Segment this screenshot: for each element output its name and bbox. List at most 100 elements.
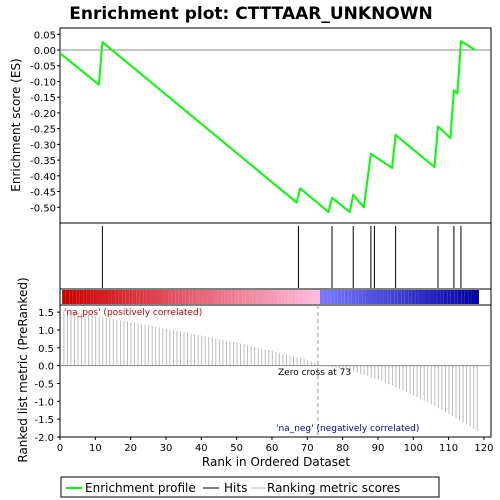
- rank-gradient-bar: [59, 288, 492, 306]
- es-y-tick-label: 0.00: [34, 46, 56, 57]
- gradient-cell: [330, 290, 335, 304]
- gradient-cells: [62, 290, 479, 304]
- x-tick-label: 110: [439, 443, 458, 454]
- legend-label-hits: Hits: [224, 481, 247, 495]
- es-y-tick-label: -0.45: [30, 188, 56, 199]
- gradient-cell: [196, 290, 200, 304]
- gradient-cell: [249, 290, 253, 304]
- gradient-cell: [242, 290, 246, 304]
- gradient-cell: [104, 290, 109, 304]
- x-tick-label: 40: [195, 443, 208, 454]
- gradient-cell: [62, 290, 66, 304]
- gradient-cell: [394, 290, 398, 304]
- gradient-cell: [228, 290, 232, 304]
- gradient-cell: [132, 290, 137, 304]
- ranked-y-tick-label: -0.5: [34, 379, 54, 390]
- gradient-cell: [153, 290, 158, 304]
- gradient-cell: [447, 290, 451, 304]
- gradient-cell: [192, 290, 197, 304]
- ranked-list-panel: Zero cross at 73 'na_pos' (positively co…: [16, 277, 493, 469]
- gradient-cell: [281, 290, 285, 304]
- gradient-cell: [115, 290, 119, 304]
- gradient-cell: [295, 290, 299, 304]
- gradient-cell: [245, 290, 250, 304]
- gradient-cell: [365, 290, 370, 304]
- gradient-cell: [143, 290, 147, 304]
- x-axis-ticks: 0 10 20 30 40 50 60 70 80 90 100 110 120: [57, 437, 493, 454]
- gradient-cell: [146, 290, 151, 304]
- gradient-cell: [450, 290, 455, 304]
- gradient-cell: [422, 290, 426, 304]
- gradient-cell: [390, 290, 395, 304]
- gradient-cell: [408, 290, 412, 304]
- gradient-cell: [210, 290, 215, 304]
- hit-lines: [101, 226, 462, 288]
- ranking-metric-bars: [63, 310, 478, 432]
- x-tick-label: 60: [266, 443, 279, 454]
- gradient-cell: [411, 290, 416, 304]
- gradient-cell: [373, 290, 377, 304]
- x-tick-label: 50: [230, 443, 243, 454]
- gradient-cell: [252, 290, 257, 304]
- x-tick-label: 80: [336, 443, 349, 454]
- gradient-cell: [440, 290, 444, 304]
- gradient-cell: [86, 290, 91, 304]
- gradient-cell: [341, 290, 345, 304]
- gradient-cell: [65, 290, 70, 304]
- gradient-cell: [436, 290, 441, 304]
- gradient-cell: [277, 290, 282, 304]
- ranked-y-tick-label: -1.0: [34, 397, 54, 408]
- gradient-cell: [256, 290, 260, 304]
- gradient-cell: [136, 290, 140, 304]
- gradient-cell: [263, 290, 268, 304]
- gradient-cell: [267, 290, 271, 304]
- gradient-cell: [362, 290, 366, 304]
- gradient-cell: [471, 290, 476, 304]
- gradient-cell: [168, 290, 172, 304]
- gradient-cell: [150, 290, 154, 304]
- es-y-tick-label: -0.40: [30, 172, 56, 183]
- gradient-cell: [443, 290, 448, 304]
- gradient-cell: [327, 290, 331, 304]
- es-y-axis-ticks: 0.05 0.00 -0.05 -0.10 -0.15 -0.20 -0.25 -0.30 -0…: [30, 30, 60, 214]
- es-y-axis-label: Enrichment score (ES): [9, 58, 23, 191]
- ranked-y-tick-label: -1.5: [34, 415, 54, 426]
- gradient-cell: [185, 290, 190, 304]
- chart-title: Enrichment plot: CTTTAAR_UNKNOWN: [69, 4, 433, 24]
- gradient-cell: [221, 290, 225, 304]
- ranked-y-tick-label: 0.5: [38, 344, 54, 355]
- ranked-y-tick-label: 0.0: [38, 362, 54, 373]
- negative-correlation-label: 'na_neg' (negatively correlated): [276, 424, 419, 434]
- gradient-cell: [425, 290, 430, 304]
- gradient-cell: [76, 290, 80, 304]
- legend-box: [60, 476, 440, 498]
- es-y-tick-label: -0.20: [30, 109, 56, 120]
- gradient-cell: [380, 290, 384, 304]
- gradient-cell: [90, 290, 94, 304]
- gradient-cell: [199, 290, 204, 304]
- gradient-cell: [79, 290, 84, 304]
- gradient-cell: [344, 290, 349, 304]
- gradient-cell: [111, 290, 116, 304]
- gradient-cell: [139, 290, 144, 304]
- gradient-cell: [397, 290, 402, 304]
- gradient-cell: [401, 290, 405, 304]
- legend: Enrichment profile Hits Ranking metric s…: [60, 476, 440, 498]
- es-panel: 0.05 0.00 -0.05 -0.10 -0.15 -0.20 -0.25 -0.30 -0…: [9, 27, 492, 224]
- x-tick-label: 20: [124, 443, 137, 454]
- gradient-cell: [284, 290, 289, 304]
- legend-label-ranking-metric: Ranking metric scores: [267, 481, 400, 495]
- gradient-cell: [214, 290, 218, 304]
- gradient-cell: [312, 290, 317, 304]
- gradient-cell: [235, 290, 239, 304]
- gradient-cell: [178, 290, 183, 304]
- gradient-cell: [355, 290, 359, 304]
- gradient-cell: [475, 290, 479, 304]
- x-axis-label: Rank in Ordered Dataset: [202, 455, 350, 469]
- gradient-cell: [337, 290, 342, 304]
- x-tick-label: 100: [404, 443, 423, 454]
- ranked-y-tick-label: -2.0: [34, 433, 54, 444]
- es-y-tick-label: -0.25: [30, 125, 56, 136]
- ranked-y-axis-ticks: 1.5 1.0 0.5 0.0 -0.5 -1.0 -1.5 -2.0: [34, 308, 60, 444]
